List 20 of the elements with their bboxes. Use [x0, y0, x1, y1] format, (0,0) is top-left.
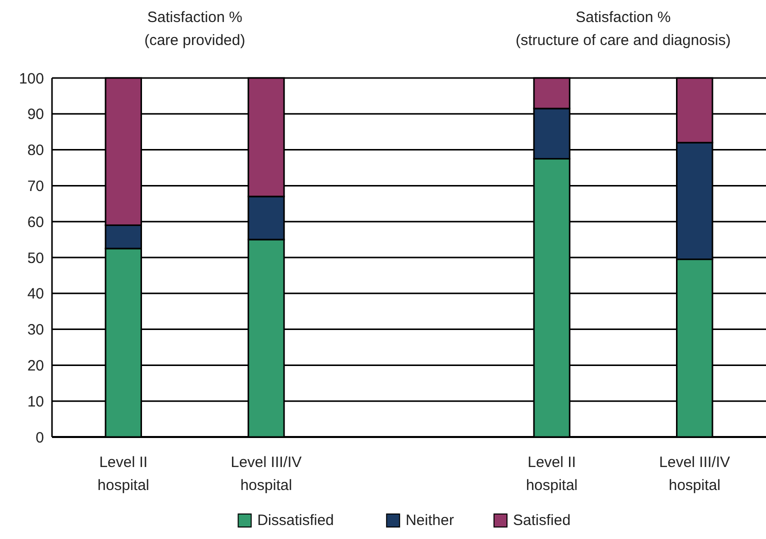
y-tick-label: 80	[27, 142, 44, 160]
x-tick-label: Level III/IV hospital	[659, 454, 730, 494]
x-tick-label: Level II hospital	[526, 454, 578, 494]
x-tick-label: Level III/IV hospital	[230, 454, 302, 494]
text: Satisfaction % (structure of care and diagnosis)	[516, 9, 731, 49]
y-tick-label: 100	[18, 70, 44, 88]
y-tick-label: 90	[27, 106, 44, 124]
y-tick-label: 20	[27, 357, 44, 374]
y-tick-label: 70	[27, 178, 44, 195]
legend-label: Satisfied	[513, 512, 571, 529]
y-tick-label: 10	[27, 393, 44, 410]
y-tick-label: 40	[27, 286, 44, 303]
y-tick-label: 0	[36, 429, 44, 446]
x-tick-label: Level II hospital	[98, 454, 150, 494]
text: Satisfaction % (care provided)	[144, 9, 246, 49]
legend-label: Neither	[406, 512, 454, 529]
y-tick-label: 50	[27, 250, 44, 267]
y-tick-label: 30	[27, 322, 44, 339]
legend-label: Dissatisfied	[257, 512, 334, 529]
y-tick-label: 60	[27, 214, 44, 231]
